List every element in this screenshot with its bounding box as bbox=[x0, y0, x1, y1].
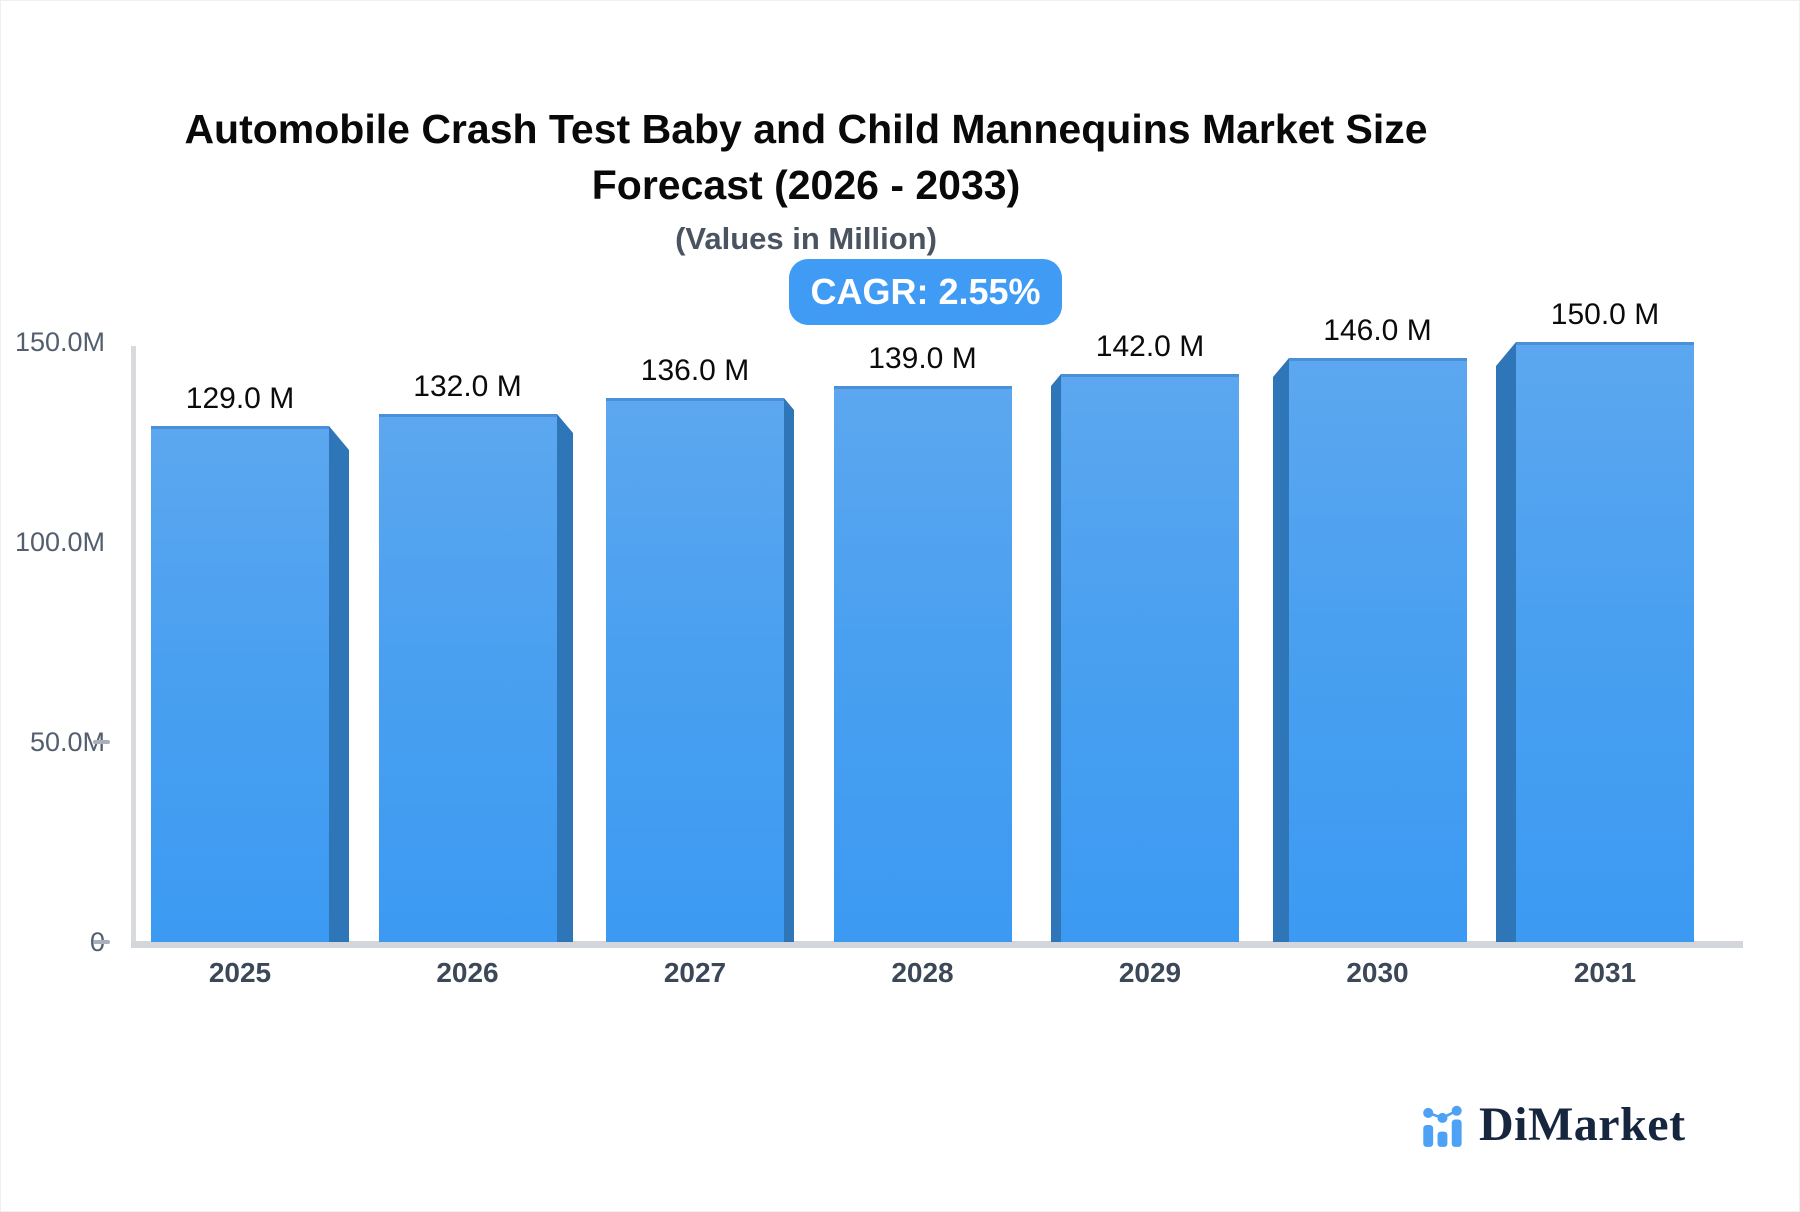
bar-3d-side-2029 bbox=[1051, 374, 1061, 942]
x-axis-category-label: 2025 bbox=[208, 957, 272, 988]
y-axis-tick-mark bbox=[93, 740, 110, 744]
x-axis-category-label: 2027 bbox=[663, 957, 727, 988]
bar-value-label: 146.0 M bbox=[1323, 314, 1432, 347]
bar-value-label: 136.0 M bbox=[640, 354, 750, 387]
bar-2027[interactable] bbox=[606, 398, 784, 942]
bar-3d-side-2030 bbox=[1273, 358, 1289, 942]
bar-value-label: 150.0 M bbox=[1550, 298, 1660, 331]
bar-value-label: 132.0 M bbox=[413, 370, 522, 403]
bar-3d-side-2031 bbox=[1496, 342, 1516, 942]
bar-2029[interactable] bbox=[1061, 374, 1239, 942]
x-axis-category-label: 2031 bbox=[1573, 957, 1637, 988]
x-axis-category-label: 2028 bbox=[891, 957, 954, 988]
chart-title: Automobile Crash Test Baby and Child Man… bbox=[184, 106, 1428, 208]
chart-subtitle: (Values in Million) bbox=[675, 221, 937, 256]
bar-value-label: 139.0 M bbox=[868, 342, 977, 375]
bar-2031[interactable] bbox=[1516, 342, 1694, 942]
bar-2026[interactable] bbox=[379, 414, 557, 942]
bar-3d-side-2025 bbox=[329, 426, 349, 942]
bar-2030[interactable] bbox=[1289, 358, 1467, 942]
brand-logo: DiMarket bbox=[1421, 1097, 1686, 1153]
y-axis-tick-label: 50.0M bbox=[29, 727, 105, 757]
x-axis-category-label: 2030 bbox=[1346, 957, 1409, 988]
bar-3d-side-2026 bbox=[557, 414, 573, 942]
brand-name: DiMarket bbox=[1479, 1098, 1686, 1151]
y-axis-tick-mark bbox=[93, 940, 110, 944]
x-axis-category-label: 2029 bbox=[1118, 957, 1182, 988]
bar-3d-side-2027 bbox=[784, 398, 794, 942]
y-axis-line bbox=[131, 346, 136, 948]
cagr-badge: CAGR: 2.55% bbox=[789, 259, 1062, 325]
bar-chart-logo-icon bbox=[1423, 1105, 1462, 1147]
bar-value-label: 129.0 M bbox=[185, 382, 295, 415]
y-axis-tick-label: 100.0M bbox=[14, 527, 105, 557]
x-axis-baseline bbox=[131, 941, 1743, 948]
y-axis-tick-label: 150.0M bbox=[14, 327, 105, 357]
bar-2028[interactable] bbox=[834, 386, 1012, 942]
bar-value-label: 142.0 M bbox=[1095, 330, 1205, 363]
y-axis-tick-label: 0 bbox=[1, 925, 105, 959]
bar-2025[interactable] bbox=[151, 426, 329, 942]
x-axis-category-label: 2026 bbox=[436, 957, 499, 988]
